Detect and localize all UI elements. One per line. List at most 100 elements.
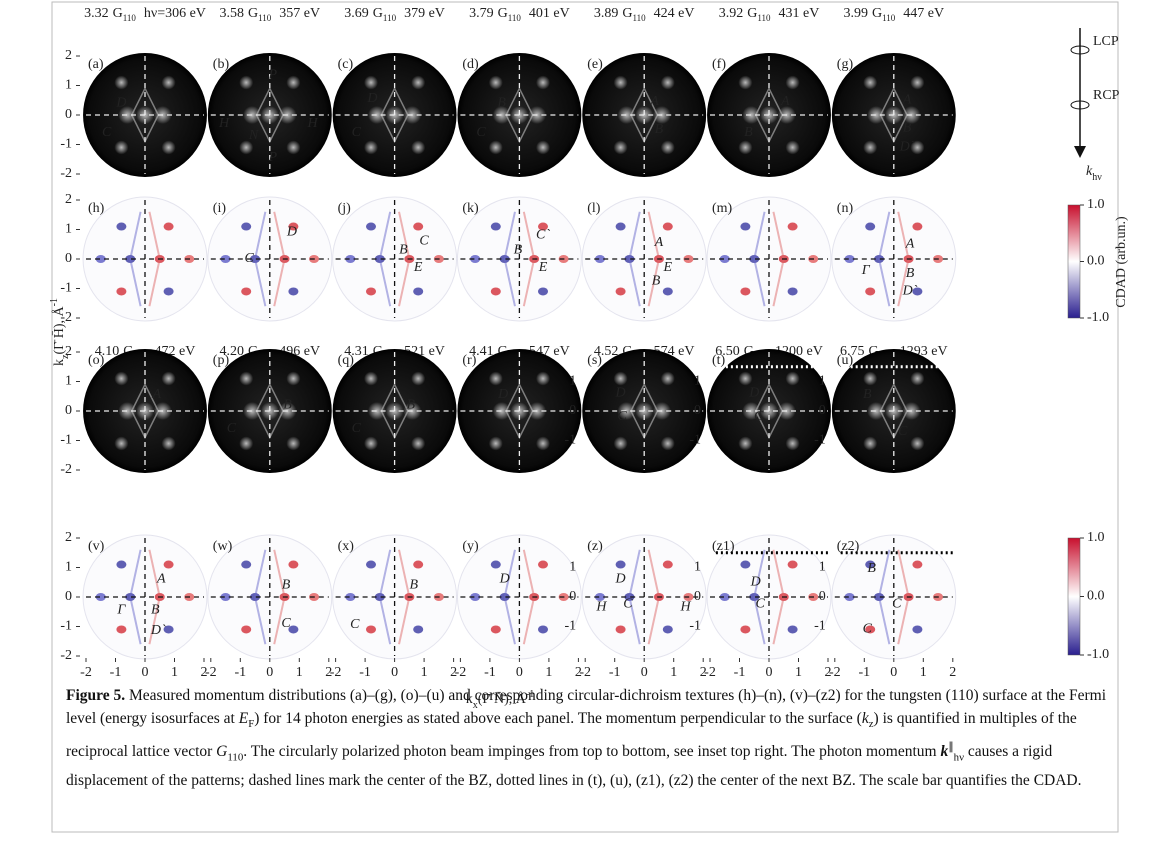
x-tick-label: -1 — [734, 665, 746, 680]
kz-value: 6.75 — [840, 344, 865, 359]
intensity-spot — [613, 371, 628, 386]
intensity-spot — [785, 436, 800, 451]
inner-y-tick-label: 0 — [819, 403, 826, 418]
cdad-spot — [865, 287, 876, 296]
cdad-spot — [740, 625, 751, 634]
panel: (r) D — [457, 349, 582, 473]
caption: Figure 5. Measured momentum distribution… — [66, 684, 1108, 792]
panel: (l) AEB — [581, 196, 707, 322]
feature-label: A — [902, 92, 912, 107]
text-part: x — [473, 700, 478, 711]
panel: (v) A Γ B D` — [82, 534, 208, 660]
y-tick-label: 1 — [65, 560, 72, 575]
intensity-spot — [161, 75, 176, 90]
intensity-spot — [492, 402, 511, 420]
y-tick-label: 1 — [65, 78, 72, 93]
intensity-spot — [910, 436, 925, 451]
kz-value: 3.79 — [469, 6, 494, 21]
y-tick-label: 0 — [65, 251, 72, 266]
intensity-spot — [364, 140, 378, 155]
inner-y-tick-label: -1 — [565, 433, 577, 448]
cdad-spot — [594, 593, 605, 601]
feature-label: D — [115, 95, 126, 110]
colorbar-tick-label: 0.0 — [1087, 589, 1105, 604]
x-tick-label: 2 — [949, 665, 956, 680]
lattice-symbol: G — [248, 6, 258, 21]
cdad-spot — [912, 222, 923, 231]
x-tick-label: -2 — [829, 665, 841, 680]
lattice-sub: 110 — [123, 13, 137, 23]
x-tick-label: -2 — [704, 665, 716, 680]
intensity-spot — [411, 140, 426, 155]
caption-part: k — [940, 743, 949, 761]
text-part: -1 — [49, 298, 60, 306]
cdad-spot — [116, 625, 127, 634]
x-tick-label: 0 — [516, 665, 523, 680]
intensity-spot — [867, 106, 886, 124]
x-tick-label: 1 — [920, 665, 927, 680]
feature-label: H — [679, 600, 691, 615]
caption-part: Figure 5. — [66, 687, 126, 704]
y-tick-label: 1 — [65, 222, 72, 237]
cdad-spot — [490, 222, 501, 231]
panel-label: (t) — [712, 353, 726, 368]
feature-label: A — [156, 572, 166, 587]
cdad-spot — [912, 625, 923, 634]
feature-label: H — [595, 600, 607, 615]
panel-header: 3.32 G110 hν=306 eV — [84, 6, 206, 23]
feature-label: B — [514, 242, 523, 257]
feature-label: D — [366, 91, 377, 106]
intensity-spot — [488, 436, 503, 451]
photon-energy: hν=306 eV — [144, 6, 206, 21]
feature-label: B — [151, 602, 160, 617]
kz-value: 4.10 — [95, 344, 120, 359]
panel: (x) B C — [332, 534, 458, 660]
intensity-spot — [863, 371, 878, 386]
intensity-spot — [161, 140, 176, 155]
intensity-spot — [910, 140, 925, 155]
y-tick-label: 0 — [65, 589, 72, 604]
y-tick-label: 0 — [65, 403, 72, 418]
cdad-spot — [865, 625, 876, 634]
text-part: (Γ̄ N̄), Å — [478, 691, 527, 707]
panel-header: 3.69 G110 379 eV — [344, 6, 445, 23]
colorbar — [1067, 204, 1081, 319]
intensity-spot — [660, 140, 675, 155]
intensity-spot — [785, 140, 800, 155]
intensity-spot — [742, 106, 761, 124]
x-tick-label: 1 — [670, 665, 677, 680]
x-tick-label: 2 — [325, 665, 332, 680]
x-tick-label: -1 — [609, 665, 621, 680]
cdad-band — [254, 211, 267, 307]
y-tick-label: 0 — [65, 107, 72, 122]
panel: (b) P P H H N — [207, 53, 332, 177]
cdad-band — [503, 549, 516, 645]
cdad-spot — [538, 222, 548, 231]
kz-value: 3.69 — [344, 6, 369, 21]
photon-energy: 357 eV — [279, 6, 320, 21]
text-part: -1 — [526, 689, 534, 700]
cdad-spot — [470, 593, 481, 601]
kz-value: 3.58 — [219, 6, 244, 21]
feature-label: B — [399, 242, 408, 257]
intensity-spot — [364, 371, 378, 386]
feature-label: Γ — [116, 602, 126, 617]
intensity-spot — [161, 436, 176, 451]
cdad-spot — [345, 593, 356, 601]
intensity-spot — [114, 140, 129, 155]
colorbar-tick-label: 0.0 — [1087, 254, 1105, 269]
intensity-spot — [114, 436, 129, 451]
panel-label: (e) — [587, 57, 603, 72]
intensity-spot — [660, 436, 675, 451]
intensity-spot — [738, 140, 753, 155]
text-part: z — [60, 354, 71, 359]
panel: (d) BC — [457, 53, 582, 177]
inner-y-tick-label: 1 — [569, 560, 576, 575]
inner-y-tick-label: 1 — [819, 374, 826, 389]
cdad-spot — [220, 593, 231, 601]
cdad-spot — [241, 222, 252, 231]
rich-text: kx(Γ̄ N̄), Å-1 — [466, 689, 534, 711]
y-tick-label: 2 — [65, 344, 72, 359]
